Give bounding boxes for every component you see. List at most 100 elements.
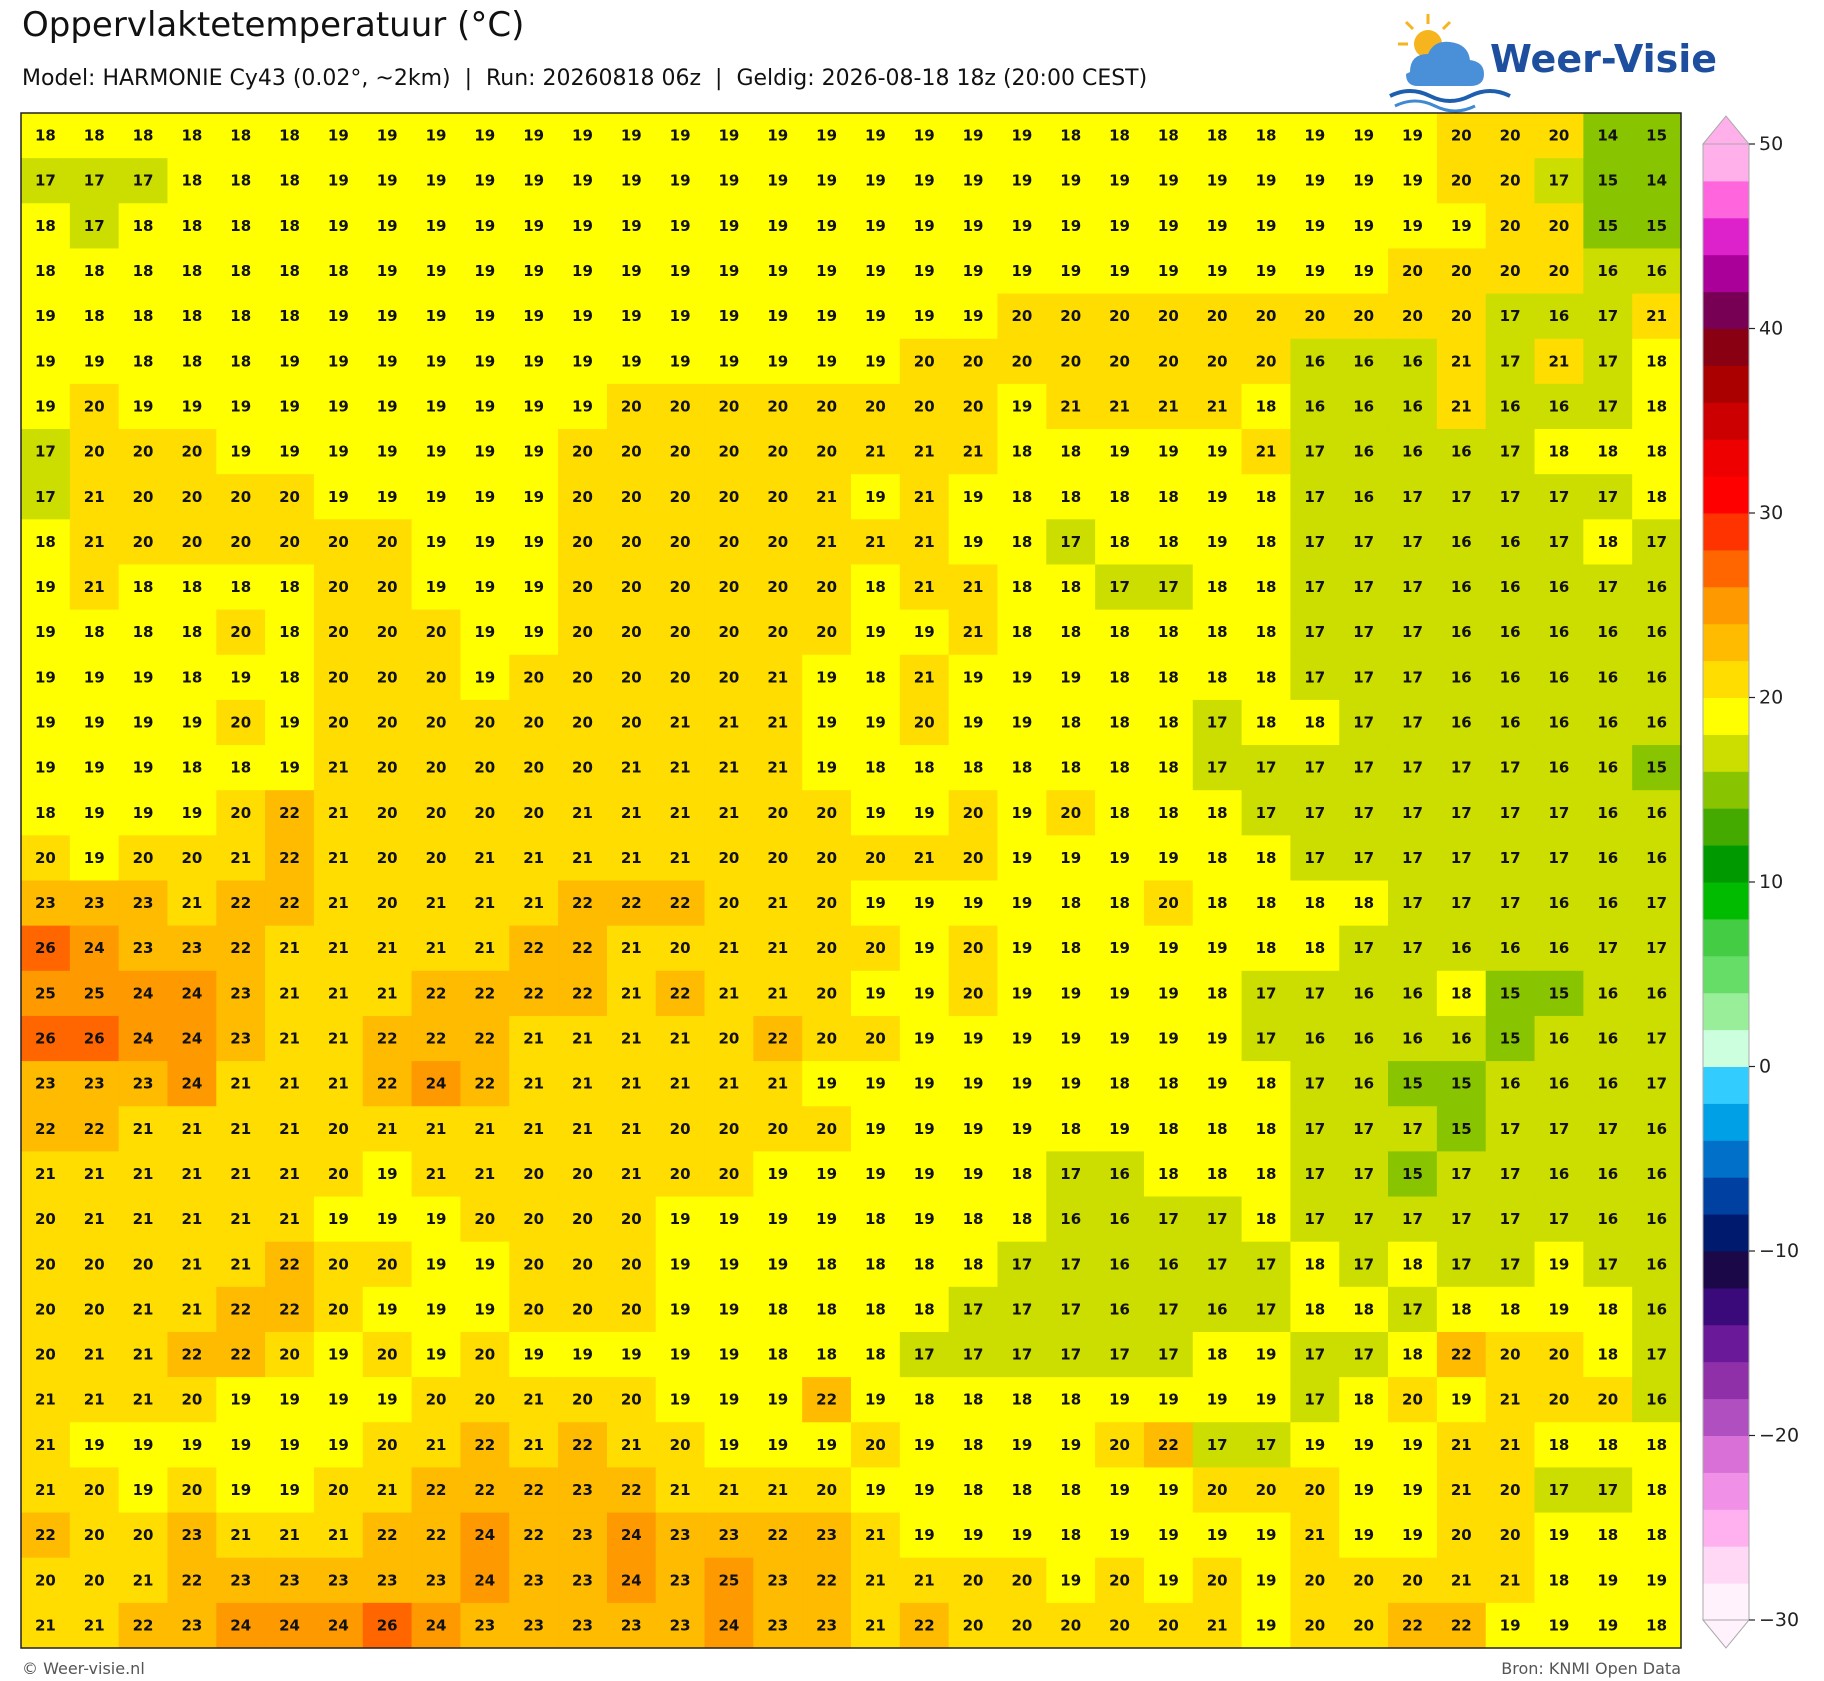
temperature-cell <box>753 880 803 927</box>
temperature-label: 18 <box>181 127 202 145</box>
temperature-label: 19 <box>474 262 495 280</box>
temperature-cell <box>704 158 754 204</box>
temperature-cell <box>899 564 950 611</box>
temperature-label: 18 <box>1256 668 1277 686</box>
temperature-label: 16 <box>1402 443 1423 461</box>
temperature-label: 16 <box>1402 352 1423 370</box>
temperature-label: 17 <box>1256 1436 1277 1454</box>
temperature-cell <box>1095 1151 1145 1198</box>
temperature-cell <box>167 699 217 746</box>
temperature-cell <box>509 1557 559 1604</box>
temperature-cell <box>997 1286 1047 1333</box>
temperature-cell <box>606 1286 657 1333</box>
temperature-cell <box>753 113 803 159</box>
temperature-label: 19 <box>816 1165 837 1183</box>
colorbar-tick-label: 20 <box>1759 687 1783 709</box>
temperature-cell <box>1143 158 1194 204</box>
temperature-label: 19 <box>670 217 691 235</box>
temperature-label: 21 <box>670 849 691 867</box>
temperature-cell <box>1095 338 1145 385</box>
temperature-label: 17 <box>1597 307 1618 325</box>
temperature-label: 23 <box>621 1616 642 1634</box>
temperature-label: 19 <box>35 578 56 596</box>
temperature-label: 21 <box>377 939 398 957</box>
temperature-label: 18 <box>865 1300 886 1318</box>
colorbar-segment <box>1703 439 1749 477</box>
temperature-cell <box>411 1106 462 1152</box>
temperature-label: 18 <box>1109 488 1130 506</box>
temperature-cell <box>1485 338 1536 385</box>
temperature-label: 22 <box>377 1075 398 1093</box>
temperature-cell <box>265 970 315 1017</box>
temperature-cell <box>1241 745 1292 791</box>
temperature-cell <box>1534 654 1584 701</box>
temperature-cell <box>802 880 852 927</box>
temperature-label: 20 <box>719 533 740 551</box>
temperature-cell <box>1632 790 1682 836</box>
temperature-cell <box>1290 699 1340 746</box>
temperature-cell <box>1241 248 1292 295</box>
temperature-cell <box>1534 383 1584 430</box>
temperature-cell <box>216 745 266 791</box>
temperature-label: 21 <box>133 1571 154 1589</box>
temperature-label: 19 <box>1256 217 1277 235</box>
temperature-cell <box>1143 609 1194 656</box>
temperature-cell <box>216 564 266 611</box>
temperature-cell <box>69 970 120 1017</box>
temperature-cell <box>1192 745 1243 791</box>
temperature-label: 18 <box>1060 894 1081 912</box>
temperature-label: 21 <box>572 849 593 867</box>
temperature-label: 20 <box>816 894 837 912</box>
temperature-cell <box>948 429 999 475</box>
temperature-label: 20 <box>1597 1391 1618 1409</box>
temperature-label: 19 <box>133 1436 154 1454</box>
temperature-cell <box>1339 790 1389 836</box>
temperature-label: 24 <box>328 1616 349 1634</box>
temperature-cell <box>1534 113 1584 159</box>
temperature-label: 20 <box>377 533 398 551</box>
temperature-cell <box>851 338 901 385</box>
temperature-cell <box>558 113 608 159</box>
temperature-label: 16 <box>1109 1210 1130 1228</box>
temperature-label: 20 <box>719 668 740 686</box>
temperature-label: 22 <box>670 894 691 912</box>
temperature-label: 20 <box>377 1436 398 1454</box>
temperature-cell <box>216 429 266 475</box>
temperature-cell <box>1143 1151 1194 1198</box>
temperature-label: 19 <box>816 217 837 235</box>
temperature-label: 21 <box>35 1616 56 1634</box>
temperature-label: 21 <box>133 1346 154 1364</box>
temperature-cell <box>948 519 999 566</box>
temperature-label: 19 <box>328 1391 349 1409</box>
temperature-cell <box>167 1106 217 1152</box>
temperature-cell <box>1095 1422 1145 1469</box>
temperature-cell <box>167 383 217 430</box>
temperature-label: 19 <box>35 713 56 731</box>
temperature-label: 17 <box>1353 939 1374 957</box>
temperature-label: 19 <box>35 352 56 370</box>
temperature-label: 19 <box>621 127 642 145</box>
temperature-cell <box>21 293 71 340</box>
temperature-cell <box>1632 880 1682 927</box>
temperature-cell <box>313 1331 364 1378</box>
temperature-label: 19 <box>1011 713 1032 731</box>
temperature-label: 19 <box>474 488 495 506</box>
temperature-cell <box>948 383 999 430</box>
temperature-cell <box>509 835 559 882</box>
temperature-label: 19 <box>133 397 154 415</box>
temperature-label: 21 <box>621 1436 642 1454</box>
temperature-label: 20 <box>719 1120 740 1138</box>
temperature-label: 19 <box>377 1165 398 1183</box>
temperature-label: 18 <box>1402 1346 1423 1364</box>
temperature-label: 19 <box>1304 172 1325 190</box>
temperature-label: 21 <box>1451 1436 1472 1454</box>
temperature-cell <box>362 1557 413 1604</box>
temperature-cell <box>1339 1377 1389 1423</box>
temperature-label: 18 <box>1256 1165 1277 1183</box>
temperature-label: 19 <box>426 172 447 190</box>
temperature-label: 16 <box>1597 984 1618 1002</box>
temperature-label: 18 <box>230 307 251 325</box>
temperature-cell <box>704 203 754 250</box>
temperature-label: 20 <box>816 804 837 822</box>
temperature-cell <box>1485 1151 1536 1198</box>
